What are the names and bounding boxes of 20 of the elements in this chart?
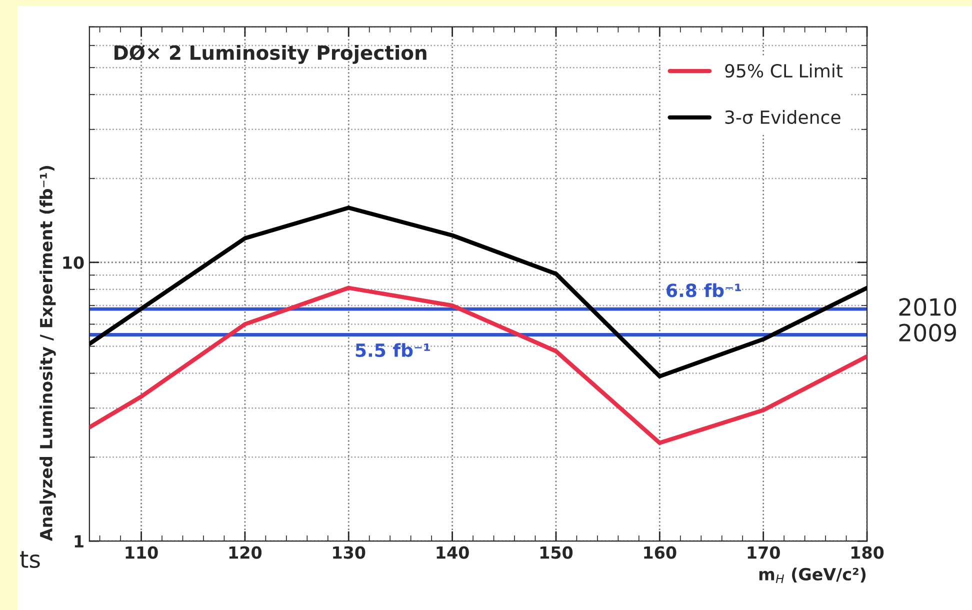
text: ts <box>20 551 40 568</box>
x-axis-title: m$_{H}$ (GeV/c²) <box>759 568 866 583</box>
y-tick-label: 10 <box>63 256 84 269</box>
x-tick-label: 150 <box>540 546 573 559</box>
ref-line-label: 6.8 fb⁻¹ <box>666 283 741 298</box>
y-axis-title: Analyzed Luminosity / Experiment (fb⁻¹) <box>40 166 56 541</box>
legend-label: 95% CL Limit <box>725 64 843 78</box>
x-tick-label: 140 <box>436 546 469 559</box>
x-tick-label: 120 <box>229 546 262 559</box>
x-tick-label: 170 <box>748 546 780 559</box>
ref-line-label: 5.5 fb⁻¹ <box>356 343 430 358</box>
text: DØ× 2 Luminosity Projection <box>114 44 426 64</box>
x-tick-label: 110 <box>126 546 158 559</box>
x-tick-label: 160 <box>644 546 676 559</box>
annotation: 2009 <box>899 324 956 342</box>
x-tick-label: 130 <box>333 546 366 559</box>
y-tick-label: 1 <box>74 535 84 548</box>
x-tick-label: 180 <box>852 546 884 559</box>
legend-label: 3-σ Evidence <box>725 110 840 124</box>
annotation: 2010 <box>899 298 956 316</box>
